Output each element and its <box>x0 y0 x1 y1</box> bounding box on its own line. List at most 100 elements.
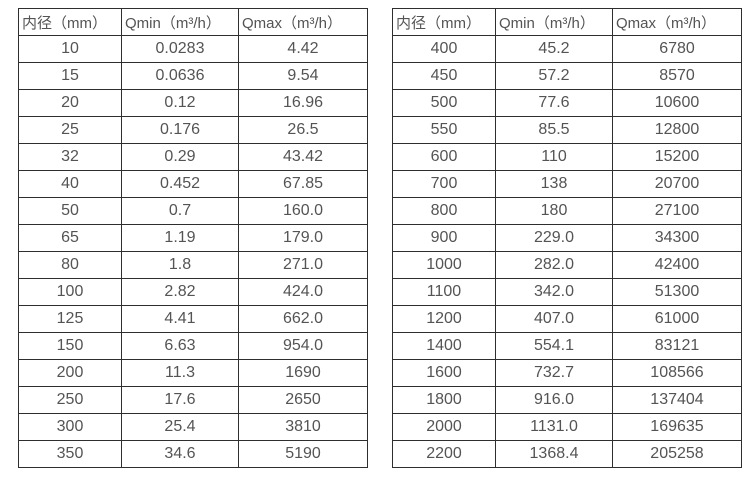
diameter-cell: 900 <box>392 224 496 252</box>
qmax-cell: 954.0 <box>238 332 368 360</box>
diameter-cell: 32 <box>18 143 122 171</box>
diameter-cell: 300 <box>18 413 122 441</box>
diameter-cell: 1800 <box>392 386 496 414</box>
diameter-cell: 800 <box>392 197 496 225</box>
table-row: 2000 1131.0 169635 <box>392 413 742 441</box>
qmin-cell: 0.12 <box>121 89 239 117</box>
qmax-cell: 1690 <box>238 359 368 387</box>
table-row: 1800 916.0 137404 <box>392 386 742 414</box>
table-row: 125 4.41 662.0 <box>18 305 368 333</box>
diameter-cell: 25 <box>18 116 122 144</box>
diameter-cell: 250 <box>18 386 122 414</box>
table-row: 500 77.6 10600 <box>392 89 742 117</box>
table-row: 1100 342.0 51300 <box>392 278 742 306</box>
table-row: 350 34.6 5190 <box>18 440 368 468</box>
qmin-cell: 180 <box>495 197 613 225</box>
table-row: 200 11.3 1690 <box>18 359 368 387</box>
column-header-2: Qmax（m³/h） <box>612 8 742 36</box>
diameter-cell: 200 <box>18 359 122 387</box>
qmax-cell: 83121 <box>612 332 742 360</box>
qmax-cell: 15200 <box>612 143 742 171</box>
qmax-cell: 27100 <box>612 197 742 225</box>
diameter-cell: 500 <box>392 89 496 117</box>
table-row: 250 17.6 2650 <box>18 386 368 414</box>
qmax-cell: 424.0 <box>238 278 368 306</box>
qmin-cell: 1368.4 <box>495 440 613 468</box>
diameter-cell: 40 <box>18 170 122 198</box>
qmax-cell: 160.0 <box>238 197 368 225</box>
qmax-cell: 662.0 <box>238 305 368 333</box>
table-row: 1400 554.1 83121 <box>392 332 742 360</box>
qmax-cell: 43.42 <box>238 143 368 171</box>
header-row: 内径（mm） Qmin（m³/h） Qmax（m³/h） <box>18 8 368 36</box>
diameter-cell: 100 <box>18 278 122 306</box>
qmax-cell: 51300 <box>612 278 742 306</box>
column-header-0: 内径（mm） <box>392 8 496 36</box>
table-row: 1600 732.7 108566 <box>392 359 742 387</box>
qmax-cell: 42400 <box>612 251 742 279</box>
diameter-cell: 350 <box>18 440 122 468</box>
qmax-cell: 137404 <box>612 386 742 414</box>
table-row: 10 0.0283 4.42 <box>18 35 368 63</box>
qmax-cell: 26.5 <box>238 116 368 144</box>
diameter-cell: 1200 <box>392 305 496 333</box>
qmax-cell: 108566 <box>612 359 742 387</box>
qmin-cell: 17.6 <box>121 386 239 414</box>
qmax-cell: 20700 <box>612 170 742 198</box>
qmin-cell: 407.0 <box>495 305 613 333</box>
table-row: 65 1.19 179.0 <box>18 224 368 252</box>
diameter-cell: 1400 <box>392 332 496 360</box>
table-row: 40 0.452 67.85 <box>18 170 368 198</box>
diameter-cell: 400 <box>392 35 496 63</box>
diameter-cell: 1600 <box>392 359 496 387</box>
qmin-cell: 110 <box>495 143 613 171</box>
diameter-cell: 1000 <box>392 251 496 279</box>
table-row: 80 1.8 271.0 <box>18 251 368 279</box>
table-row: 1200 407.0 61000 <box>392 305 742 333</box>
qmin-cell: 57.2 <box>495 62 613 90</box>
diameter-cell: 450 <box>392 62 496 90</box>
qmax-cell: 2650 <box>238 386 368 414</box>
flow-rate-table-large-diameters: 内径（mm） Qmin（m³/h） Qmax（m³/h） 400 45.2 6780 450… <box>392 8 742 468</box>
qmin-cell: 0.0283 <box>121 35 239 63</box>
diameter-cell: 700 <box>392 170 496 198</box>
diameter-cell: 15 <box>18 62 122 90</box>
diameter-cell: 10 <box>18 35 122 63</box>
qmin-cell: 916.0 <box>495 386 613 414</box>
qmin-cell: 554.1 <box>495 332 613 360</box>
table-row: 600 110 15200 <box>392 143 742 171</box>
table-row: 300 25.4 3810 <box>18 413 368 441</box>
qmax-cell: 169635 <box>612 413 742 441</box>
qmax-cell: 8570 <box>612 62 742 90</box>
diameter-cell: 80 <box>18 251 122 279</box>
qmin-cell: 11.3 <box>121 359 239 387</box>
table-row: 150 6.63 954.0 <box>18 332 368 360</box>
qmin-cell: 6.63 <box>121 332 239 360</box>
table-row: 20 0.12 16.96 <box>18 89 368 117</box>
table-row: 900 229.0 34300 <box>392 224 742 252</box>
qmin-cell: 45.2 <box>495 35 613 63</box>
diameter-cell: 2000 <box>392 413 496 441</box>
qmin-cell: 282.0 <box>495 251 613 279</box>
table-row: 100 2.82 424.0 <box>18 278 368 306</box>
column-header-2: Qmax（m³/h） <box>238 8 368 36</box>
table-row: 1000 282.0 42400 <box>392 251 742 279</box>
qmin-cell: 1.8 <box>121 251 239 279</box>
qmax-cell: 271.0 <box>238 251 368 279</box>
table-row: 700 138 20700 <box>392 170 742 198</box>
diameter-cell: 65 <box>18 224 122 252</box>
qmax-cell: 12800 <box>612 116 742 144</box>
qmin-cell: 2.82 <box>121 278 239 306</box>
diameter-cell: 125 <box>18 305 122 333</box>
qmin-cell: 138 <box>495 170 613 198</box>
qmax-cell: 5190 <box>238 440 368 468</box>
diameter-cell: 150 <box>18 332 122 360</box>
qmin-cell: 0.0636 <box>121 62 239 90</box>
flow-rate-table-small-diameters: 内径（mm） Qmin（m³/h） Qmax（m³/h） 10 0.0283 4.42 15… <box>18 8 368 468</box>
qmin-cell: 0.7 <box>121 197 239 225</box>
table-row: 800 180 27100 <box>392 197 742 225</box>
table-row: 2200 1368.4 205258 <box>392 440 742 468</box>
qmin-cell: 0.452 <box>121 170 239 198</box>
qmin-cell: 25.4 <box>121 413 239 441</box>
table-row: 50 0.7 160.0 <box>18 197 368 225</box>
